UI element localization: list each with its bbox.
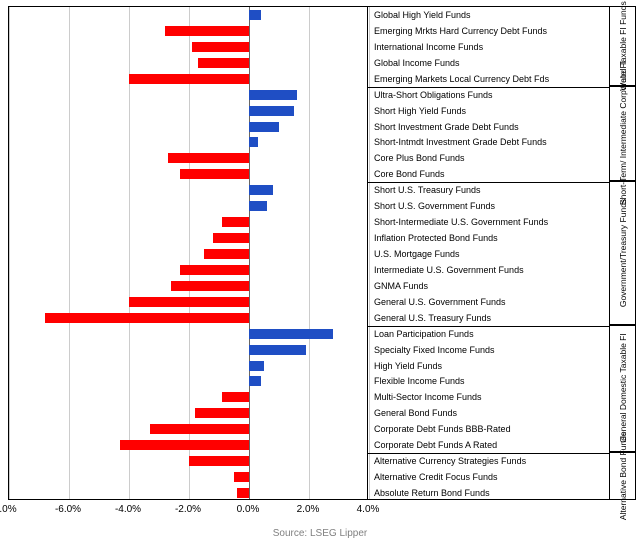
row-label: Short-Intmdt Investment Grade Debt Funds: [374, 134, 607, 150]
source-text: Source: LSEG Lipper: [0, 528, 640, 539]
bar: [204, 249, 249, 259]
row-label: High Yield Funds: [374, 358, 607, 374]
gridline: [9, 7, 10, 499]
row-label: Short Investment Grade Debt Funds: [374, 119, 607, 135]
bar: [249, 106, 294, 116]
row-label: Loan Participation Funds: [374, 326, 607, 342]
row-label: Flexible Income Funds: [374, 374, 607, 390]
labels-area: Global High Yield FundsEmerging Mrkts Ha…: [368, 6, 610, 500]
row-label: GNMA Funds: [374, 278, 607, 294]
row-label: Global Income Funds: [374, 55, 607, 71]
group-box: Short-Term/ Intermediate Corporate FI: [610, 86, 636, 182]
group-divider: [368, 87, 609, 88]
bar: [249, 185, 273, 195]
bar: [189, 456, 249, 466]
group-box: Alternative Bond Funds: [610, 452, 636, 500]
bar: [249, 361, 264, 371]
bar: [249, 122, 279, 132]
bar: [237, 488, 249, 498]
bar: [213, 233, 249, 243]
row-label: Corporate Debt Funds A Rated: [374, 437, 607, 453]
bar: [249, 90, 297, 100]
row-label: Short-Intermediate U.S. Government Funds: [374, 214, 607, 230]
bar: [129, 297, 249, 307]
group-box: Government/Treasury Funds: [610, 181, 636, 324]
bar: [168, 153, 249, 163]
row-label: Multi-Sector Income Funds: [374, 389, 607, 405]
row-label: Short U.S. Treasury Funds: [374, 182, 607, 198]
bar: [249, 376, 261, 386]
x-tick: 0.0%: [237, 504, 260, 515]
row-label: Inflation Protected Bond Funds: [374, 230, 607, 246]
row-label: Global High Yield Funds: [374, 7, 607, 23]
group-divider: [368, 326, 609, 327]
bar: [222, 392, 249, 402]
group-divider: [368, 182, 609, 183]
bar: [195, 408, 249, 418]
x-tick: 2.0%: [297, 504, 320, 515]
bar: [249, 345, 306, 355]
row-label: Emerging Markets Local Currency Debt Fds: [374, 71, 607, 87]
bar: [192, 42, 249, 52]
bar: [45, 313, 249, 323]
gridline: [309, 7, 310, 499]
row-label: General Bond Funds: [374, 405, 607, 421]
group-label: Alternative Bond Funds: [618, 432, 628, 520]
bar: [234, 472, 249, 482]
row-label: Specialty Fixed Income Funds: [374, 342, 607, 358]
row-label: General U.S. Government Funds: [374, 294, 607, 310]
row-label: International Income Funds: [374, 39, 607, 55]
row-label: Alternative Credit Focus Funds: [374, 469, 607, 485]
row-label: Core Plus Bond Funds: [374, 150, 607, 166]
zero-line: [249, 7, 250, 499]
row-label: Core Bond Funds: [374, 166, 607, 182]
row-label: Ultra-Short Obligations Funds: [374, 87, 607, 103]
row-label: Absolute Return Bond Funds: [374, 485, 607, 501]
x-tick: .0%: [0, 504, 17, 515]
gridline: [69, 7, 70, 499]
bar: [180, 169, 249, 179]
bar: [249, 137, 258, 147]
chart-container: Global High Yield FundsEmerging Mrkts Ha…: [0, 0, 640, 544]
row-label: Alternative Currency Strategies Funds: [374, 453, 607, 469]
x-tick: -2.0%: [175, 504, 201, 515]
row-label: Short U.S. Government Funds: [374, 198, 607, 214]
bar: [249, 329, 333, 339]
bar: [171, 281, 249, 291]
x-tick: -4.0%: [115, 504, 141, 515]
group-label: Government/Treasury Funds: [618, 199, 628, 307]
row-label: U.S. Mortgage Funds: [374, 246, 607, 262]
group-label: General Domestic Taxable FI: [618, 334, 628, 443]
bar: [249, 201, 267, 211]
bar: [150, 424, 249, 434]
bar: [120, 440, 249, 450]
bar: [165, 26, 249, 36]
row-label: Short High Yield Funds: [374, 103, 607, 119]
bar: [222, 217, 249, 227]
x-tick: 4.0%: [357, 504, 380, 515]
bar: [249, 10, 261, 20]
row-label: Corporate Debt Funds BBB-Rated: [374, 421, 607, 437]
x-tick: -6.0%: [55, 504, 81, 515]
row-label: Intermediate U.S. Government Funds: [374, 262, 607, 278]
row-label: Emerging Mrkts Hard Currency Debt Funds: [374, 23, 607, 39]
bar: [129, 74, 249, 84]
row-label: General U.S. Treasury Funds: [374, 310, 607, 326]
group-divider: [368, 453, 609, 454]
bar: [180, 265, 249, 275]
bar: [198, 58, 249, 68]
plot-area: [8, 6, 368, 500]
groups-area: Wolrd Taxable FI FundsShort-Term/ Interm…: [610, 6, 636, 500]
